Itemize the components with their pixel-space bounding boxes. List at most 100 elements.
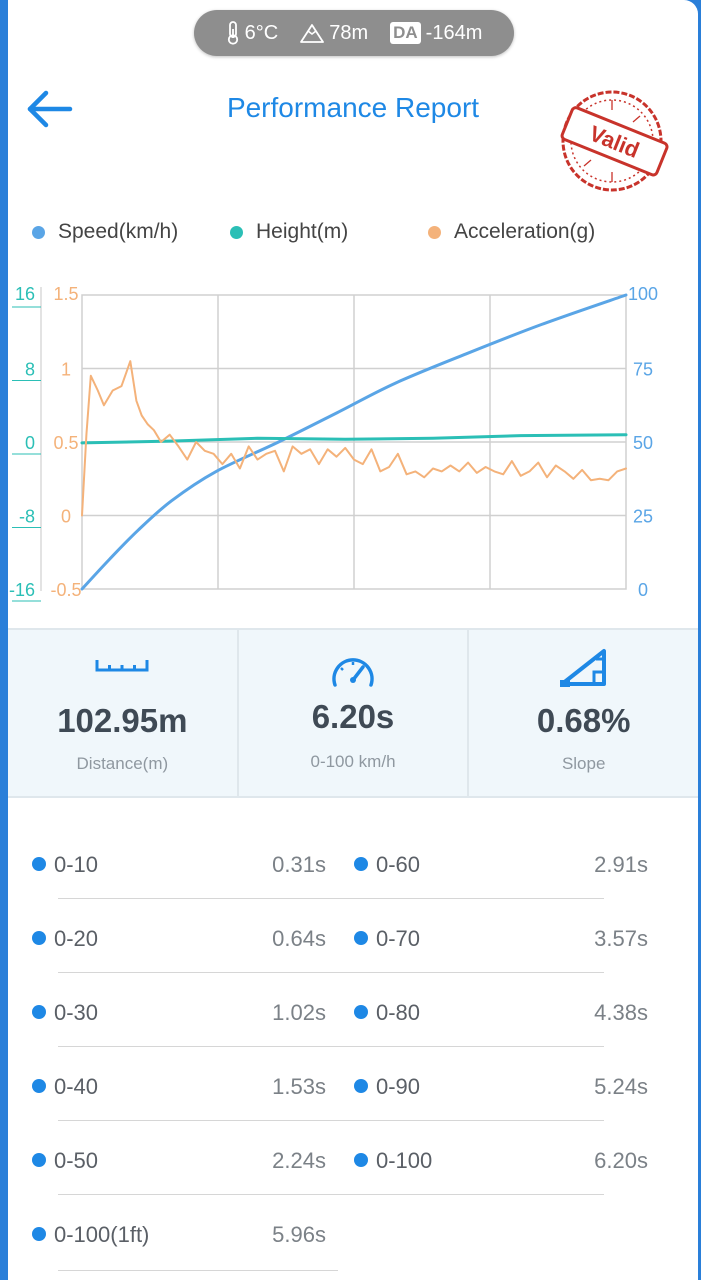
split-dot — [354, 1005, 368, 1019]
speed-tick-label: 50 — [633, 433, 653, 453]
stat-slope-label: Slope — [561, 754, 606, 773]
split-row: 0-90 5.24s — [354, 1052, 648, 1112]
stat-acceleration-time-label: 0-100 km/h — [310, 752, 396, 771]
height-tick-label: -8 — [19, 507, 35, 527]
legend-acceleration-label: Acceleration(g) — [454, 220, 596, 243]
split-time: 4.38s — [594, 1000, 648, 1025]
height-tick-label: 16 — [15, 284, 35, 304]
acceleration-tick-label: 1 — [61, 360, 71, 380]
split-row: 0-30 1.02s — [32, 978, 326, 1038]
page-title: Performance Report — [226, 92, 480, 123]
split-row: 0-70 3.57s — [354, 904, 648, 964]
split-time: 2.24s — [272, 1148, 326, 1173]
split-time: 5.24s — [594, 1074, 648, 1099]
stats-panel: 102.95m Distance(m) 6.20s 0-100 km/h 0.6… — [8, 628, 698, 798]
split-row: 0-100(1ft) 5.96s — [32, 1200, 326, 1260]
stat-acceleration-time-value: 6.20s — [311, 698, 395, 735]
height-tick-label: 0 — [25, 433, 35, 453]
speed-tick-label: 75 — [633, 360, 653, 380]
stat-slope: 0.68% Slope — [467, 630, 698, 796]
split-dot — [32, 931, 46, 945]
acceleration-tick-label: 0 — [61, 507, 71, 527]
legend-acceleration[interactable]: Acceleration(g) — [428, 220, 595, 244]
split-time: 2.91s — [594, 852, 648, 877]
split-time: 1.53s — [272, 1074, 326, 1099]
legend-speed[interactable]: Speed(km/h) — [32, 220, 178, 244]
split-time: 0.31s — [272, 852, 326, 877]
series-line-height — [80, 433, 628, 445]
slope-icon — [559, 649, 606, 687]
split-name: 0-30 — [54, 1000, 99, 1025]
altitude-value: 78m — [329, 21, 369, 44]
acceleration-tick-label: 0.5 — [53, 433, 78, 453]
split-dot — [354, 857, 368, 871]
split-name: 0-90 — [376, 1074, 421, 1099]
temperature-value: 6°C — [244, 21, 279, 44]
split-row: 0-40 1.53s — [32, 1052, 326, 1112]
split-row: 0-10 0.31s — [32, 830, 326, 890]
performance-chart[interactable]: 16 8 0 -8 -16 1.5 1 0.5 0 -0.5 100 75 50 25 0 — [8, 268, 698, 603]
split-name: 0-80 — [376, 1000, 421, 1025]
split-name: 0-60 — [376, 852, 421, 877]
density-altitude-readout: DA -164m — [390, 22, 482, 45]
split-row: 0-20 0.64s — [32, 904, 326, 964]
temperature-readout: 6°C — [226, 21, 279, 45]
altitude-readout: 78m — [300, 22, 368, 45]
split-time: 1.02s — [272, 1000, 326, 1025]
split-dot — [32, 1079, 46, 1093]
speed-tick-label: 100 — [628, 284, 658, 304]
split-row: 0-80 4.38s — [354, 978, 648, 1038]
stat-distance-label: Distance(m) — [76, 754, 169, 773]
acceleration-tick-label: -0.5 — [50, 580, 81, 600]
speedometer-icon — [332, 658, 374, 687]
legend-height-label: Height(m) — [256, 220, 349, 243]
density-altitude-badge: DA — [390, 22, 421, 44]
thermometer-icon — [227, 21, 238, 45]
split-time: 6.20s — [594, 1148, 648, 1173]
split-name: 0-100(1ft) — [54, 1222, 150, 1247]
split-dot — [32, 1153, 46, 1167]
divider — [58, 1194, 604, 1195]
divider — [58, 1046, 604, 1047]
series-line-speed — [80, 293, 628, 591]
divider — [58, 972, 604, 973]
legend-speed-label: Speed(km/h) — [58, 220, 179, 243]
back-button[interactable] — [24, 86, 74, 132]
split-name: 0-40 — [54, 1074, 99, 1099]
split-row: 0-50 2.24s — [32, 1126, 326, 1186]
environment-pill: 6°C 78m DA -164m — [194, 10, 514, 56]
stat-acceleration-time: 6.20s 0-100 km/h — [236, 630, 468, 796]
valid-stamp: Valid — [560, 90, 669, 192]
stat-distance-value: 102.95m — [57, 702, 188, 739]
split-time: 5.96s — [272, 1222, 326, 1247]
height-tick-label: -16 — [9, 580, 35, 600]
speed-tick-label: 25 — [633, 507, 653, 527]
legend-acceleration-dot — [428, 225, 441, 239]
split-name: 0-70 — [376, 926, 421, 951]
height-tick-label: 8 — [25, 360, 35, 380]
split-name: 0-100 — [376, 1148, 433, 1173]
ruler-icon — [95, 660, 149, 672]
chart-legend: Speed(km/h) Height(m) Acceleration(g) — [8, 220, 698, 250]
divider — [58, 898, 604, 899]
series-line-acceleration — [81, 360, 627, 517]
split-row: 0-60 2.91s — [354, 830, 648, 890]
legend-height-dot — [230, 225, 243, 239]
split-name: 0-10 — [54, 852, 99, 877]
split-dot — [354, 931, 368, 945]
density-altitude-value: -164m — [425, 21, 483, 44]
legend-height[interactable]: Height(m) — [230, 220, 348, 244]
split-time: 3.57s — [594, 926, 648, 951]
divider — [58, 1120, 604, 1121]
mountain-icon — [300, 24, 325, 43]
split-name: 0-20 — [54, 926, 99, 951]
back-arrow-icon — [27, 90, 73, 128]
split-row: 0-100 6.20s — [354, 1126, 648, 1186]
split-dot — [32, 1227, 46, 1241]
split-name: 0-50 — [54, 1148, 99, 1173]
stat-distance: 102.95m Distance(m) — [8, 630, 237, 796]
acceleration-tick-label: 1.5 — [53, 284, 78, 304]
split-dot — [32, 857, 46, 871]
split-dot — [354, 1153, 368, 1167]
divider — [58, 1270, 338, 1271]
